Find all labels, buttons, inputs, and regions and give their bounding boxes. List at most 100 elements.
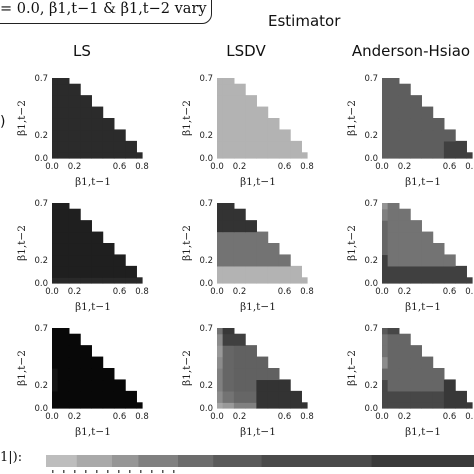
heatmap-cell (278, 402, 291, 409)
heatmap-cell (233, 402, 246, 409)
panel-ls-row3: 0.0 0.2 0.6 0.8 0.7 0.2 0.0 β1,t−1 β1,t−2 (16, 324, 149, 438)
heatmap-cell (68, 129, 81, 142)
heatmap-cell (102, 254, 115, 267)
heatmap-cell (68, 231, 81, 244)
heatmap-cell (245, 129, 257, 142)
heatmap-cell (245, 277, 257, 284)
heatmap-cell (382, 106, 389, 119)
heatmap-cell (382, 277, 389, 284)
caption-box (0, 0, 212, 24)
heatmap-cell (57, 152, 70, 159)
heatmap-cell (443, 265, 456, 278)
heatmap-cell (382, 379, 389, 392)
heatmap-cell (222, 118, 235, 131)
heatmap-cell (398, 356, 411, 369)
x-tick-label: 0.6 (278, 287, 292, 297)
heatmap-cell (217, 203, 224, 210)
heatmap-cell (57, 118, 70, 131)
heatmap-cell (432, 379, 445, 392)
heatmap-cell (466, 152, 473, 159)
heatmap-cell (91, 140, 104, 153)
heatmap-cell (267, 118, 280, 131)
heatmap-cell (256, 106, 269, 119)
heatmap-cell (52, 390, 59, 403)
heatmap-cell (52, 328, 59, 335)
x-tick-label: 0.8 (465, 287, 474, 297)
x-axis-label: β1,t−1 (240, 426, 276, 438)
heatmap-cell (57, 231, 70, 244)
heatmap-cell (91, 265, 104, 278)
x-tick-label: 0.2 (68, 162, 82, 172)
heatmap-cell (382, 140, 389, 153)
colorbar-tick (96, 470, 98, 473)
y-tick-label: 0.0 (199, 154, 213, 164)
heatmap-cell (222, 208, 235, 221)
heatmap-cell (387, 118, 400, 131)
heatmap-cell (233, 129, 246, 142)
heatmap-cell (52, 208, 59, 221)
heatmap-cell (233, 277, 246, 284)
heatmap-cell (256, 265, 269, 278)
heatmap-cell (125, 152, 137, 159)
heatmap-cell (245, 106, 257, 119)
x-tick-label: 0.2 (398, 162, 412, 172)
heatmap-cell (382, 345, 389, 358)
heatmap-cell (267, 277, 280, 284)
x-tick-label: 0.6 (443, 412, 457, 422)
heatmap-cell (113, 277, 126, 284)
heatmap-cell (245, 254, 257, 267)
heatmap-cell (387, 265, 400, 278)
heatmap-cell (222, 390, 235, 403)
heatmap-cell (233, 254, 246, 267)
heatmap-cell (57, 345, 70, 358)
panel-anderson-hsiao-row2: 0.0 0.2 0.6 0.8 0.7 0.2 0.0 β1,t−1 β1,t−2 (346, 199, 474, 313)
heatmap-cell (245, 368, 257, 381)
heatmap-cell (233, 83, 246, 96)
heatmap-cell (80, 277, 92, 284)
heatmap-cell (222, 356, 235, 369)
heatmap-cell (217, 243, 224, 256)
heatmap-cell (387, 368, 400, 381)
heatmap-cell (68, 106, 81, 119)
heatmap-cell (382, 118, 389, 131)
heatmap-cell (68, 368, 81, 381)
heatmap-cell (443, 390, 456, 403)
x-tick-label: 0.2 (68, 412, 82, 422)
heatmap-cell (233, 265, 246, 278)
row-label-fragment: ) (0, 114, 6, 130)
heatmap-cell (57, 140, 70, 153)
x-tick-label: 0.0 (210, 412, 224, 422)
x-tick-label: 0.8 (135, 162, 149, 172)
heatmap-cell (125, 265, 137, 278)
heatmap-cell (102, 265, 115, 278)
heatmap-cell (267, 368, 280, 381)
x-tick-label: 0.2 (398, 412, 412, 422)
heatmap-cell (398, 152, 411, 159)
heatmap-cell (387, 356, 400, 369)
colorbar-tick (140, 470, 142, 473)
heatmap-cell (387, 379, 400, 392)
heatmap-cell (57, 220, 70, 233)
colorbar-tick (173, 470, 175, 473)
heatmap-cell (387, 345, 400, 358)
y-tick-label: 0.7 (199, 74, 213, 84)
heatmap-cell (233, 140, 246, 153)
heatmap-cell (398, 208, 411, 221)
heatmap-cell (387, 328, 400, 335)
y-tick-label: 0.7 (34, 74, 48, 84)
heatmap-cell (68, 152, 81, 159)
heatmap-cell (410, 265, 422, 278)
heatmap-cell (233, 368, 246, 381)
heatmap-cell (256, 231, 269, 244)
heatmap-cell (57, 379, 70, 392)
heatmap-cell (91, 106, 104, 119)
x-tick-label: 0.2 (233, 162, 247, 172)
heatmap-cell (222, 231, 235, 244)
heatmap-cell (125, 277, 137, 284)
heatmap-cell (125, 390, 137, 403)
heatmap-cell (466, 402, 473, 409)
colorbar-tick (85, 470, 87, 473)
heatmap-cell (68, 83, 81, 96)
x-tick-label: 0.8 (135, 412, 149, 422)
x-tick-label: 0.0 (375, 162, 389, 172)
